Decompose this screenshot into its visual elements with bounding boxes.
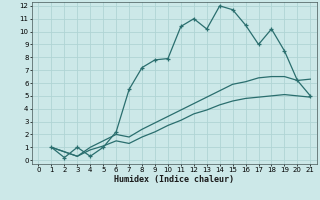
X-axis label: Humidex (Indice chaleur): Humidex (Indice chaleur) <box>115 175 234 184</box>
